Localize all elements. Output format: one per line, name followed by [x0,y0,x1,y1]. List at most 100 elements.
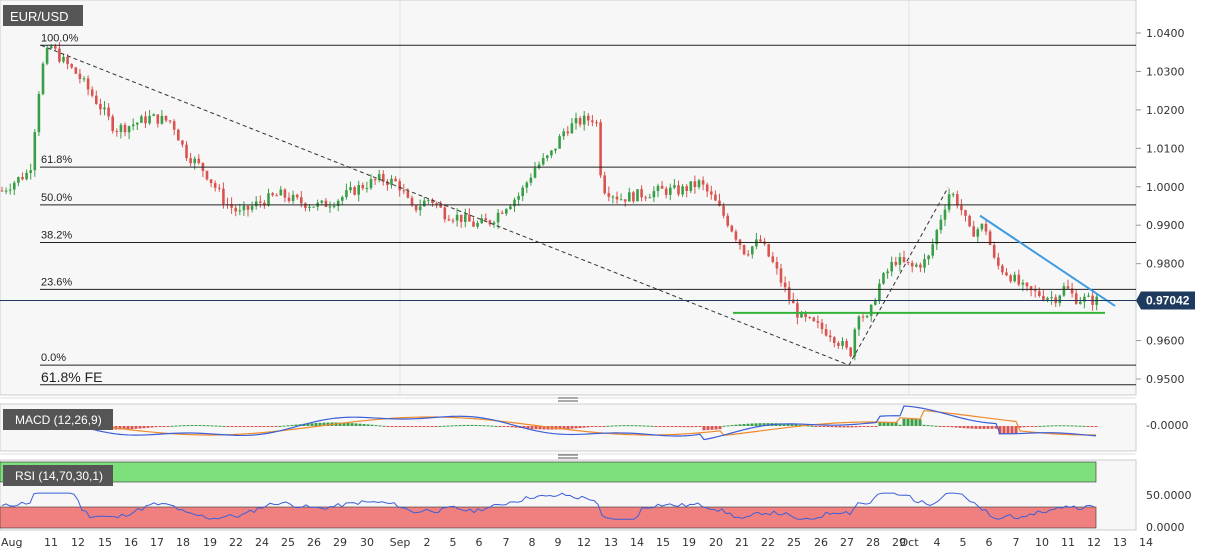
pane-resize-handle-2[interactable] [558,454,578,459]
candle-body [865,315,869,318]
candle-body [0,190,4,192]
candle-body [25,172,28,180]
macd-histogram-bar [346,422,350,426]
macd-histogram-bar [1046,425,1050,427]
macd-histogram-bar [406,426,410,427]
macd-histogram-bar [626,425,630,427]
macd-histogram-bar [1050,425,1054,427]
macd-histogram-bar [1042,425,1046,427]
candle-body [513,199,516,207]
macd-histogram-bar [926,425,930,427]
candle-body [390,178,393,186]
candle-body [537,164,541,169]
macd-histogram-bar [574,426,578,429]
candle-body [693,181,697,188]
candle-body [468,214,471,222]
candle-body [779,268,783,283]
macd-histogram-bar [966,426,970,429]
macd-histogram-bar [942,426,946,427]
macd-histogram-bar [522,426,526,429]
time-axis-tick: 24 [255,536,269,549]
macd-histogram-bar [546,426,550,430]
candle-body [792,299,795,304]
macd-histogram-bar [170,425,174,427]
candle-body [878,283,881,302]
time-axis-tick: 13 [604,536,618,549]
macd-histogram-bar [986,426,990,429]
macd-histogram-bar [830,426,834,428]
candle-body [902,257,906,262]
candle-body [910,262,914,267]
macd-histogram-bar [466,424,470,426]
macd-histogram-bar [838,426,842,428]
macd-histogram-bar [458,425,462,427]
candle-body [951,194,955,196]
macd-histogram-bar [746,423,750,426]
candle-body [796,303,799,318]
candle-body [1042,295,1045,300]
candle-body [681,186,684,195]
macd-histogram-bar [978,426,982,429]
macd-histogram-bar [286,425,290,427]
macd-histogram-bar [1026,426,1030,427]
macd-histogram-bar [754,423,758,426]
macd-histogram-bar [1002,426,1006,435]
macd-histogram-bar [950,426,954,428]
time-axis-tick: 8 [529,536,536,549]
macd-histogram-bar [1054,425,1058,427]
price-pane-background [0,0,1137,396]
candle-body [861,316,865,318]
macd-histogram-bar [874,426,878,427]
macd-histogram-bar [650,425,654,427]
candle-body [234,207,237,212]
macd-histogram-bar [214,425,218,427]
macd-histogram-bar [342,422,346,426]
time-axis-tick: 21 [735,536,749,549]
macd-histogram-bar [250,426,254,428]
macd-histogram-bar [702,426,706,431]
macd-histogram-bar [886,422,890,426]
macd-histogram-bar [470,424,474,426]
macd-histogram-bar [914,419,918,426]
macd-histogram-bar [646,425,650,427]
pane-resize-handle[interactable] [558,397,578,402]
time-axis-tick: 18 [176,536,190,549]
candle-body [271,193,274,196]
candle-body [919,264,922,268]
macd-histogram-bar [1074,425,1078,427]
candle-body [771,256,775,262]
candle-body [628,192,631,202]
macd-histogram-bar [894,421,898,426]
macd-histogram-bar [790,424,794,426]
macd-histogram-bar [706,426,710,431]
candle-body [193,158,196,164]
candle-body [619,199,623,201]
candle-body [41,63,45,95]
candle-body [714,194,717,201]
candle-body [837,343,840,346]
price-pane: 100.0% 61.8% 50.0% 38.2% 23.6% 0.0% 61.8% FE 1… [0,0,1195,396]
candle-body [283,189,287,198]
macd-histogram-bar [1078,425,1082,427]
macd-histogram-bar [358,423,362,426]
candle-body [119,124,123,132]
candle-body [185,144,188,159]
candle-body [168,120,172,122]
candle-body [328,206,332,208]
candle-body [984,223,988,232]
candle-body [33,132,37,171]
macd-histogram-bar [526,426,530,429]
candle-body [99,103,102,110]
candle-body [103,107,106,110]
candle-body [812,317,816,322]
candle-body [923,259,926,268]
candle-body [369,179,373,189]
macd-histogram-bar [922,424,926,426]
candle-body [423,200,426,207]
time-axis-tick: 16 [124,536,138,549]
symbol-label: EUR/USD [3,5,83,26]
candle-body [414,205,418,211]
candle-body [886,271,889,274]
macd-histogram-bar [450,425,454,427]
macd-histogram-bar [1062,425,1066,427]
